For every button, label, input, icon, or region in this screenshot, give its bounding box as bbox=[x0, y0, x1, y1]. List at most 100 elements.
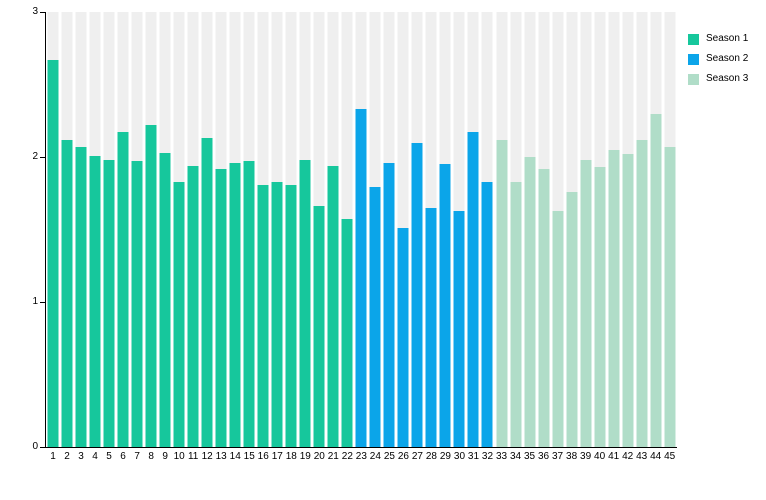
y-tick-label: 3 bbox=[32, 6, 38, 17]
bar-column bbox=[537, 12, 551, 447]
bar-column bbox=[130, 12, 144, 447]
bar[interactable] bbox=[341, 219, 353, 447]
bar-column bbox=[382, 12, 396, 447]
legend-label: Season 1 bbox=[706, 33, 749, 44]
bar[interactable] bbox=[173, 181, 185, 447]
bar[interactable] bbox=[257, 184, 269, 447]
y-tick bbox=[40, 447, 45, 448]
x-tick-label: 9 bbox=[162, 451, 168, 462]
x-tick-label: 19 bbox=[299, 451, 311, 462]
bar[interactable] bbox=[411, 142, 423, 447]
bar[interactable] bbox=[285, 184, 297, 447]
y-axis-line bbox=[45, 12, 46, 447]
bar-column bbox=[607, 12, 621, 447]
bar[interactable] bbox=[89, 155, 101, 447]
bar[interactable] bbox=[313, 206, 325, 447]
bar[interactable] bbox=[538, 168, 550, 447]
bar[interactable] bbox=[650, 113, 662, 447]
bar[interactable] bbox=[510, 181, 522, 447]
bar[interactable] bbox=[467, 132, 479, 447]
legend-swatch-icon bbox=[688, 53, 699, 65]
bar[interactable] bbox=[664, 146, 676, 447]
bar[interactable] bbox=[552, 210, 564, 447]
x-tick-label: 2 bbox=[64, 451, 70, 462]
x-tick-label: 7 bbox=[134, 451, 140, 462]
bar[interactable] bbox=[229, 162, 241, 447]
bar-column bbox=[298, 12, 312, 447]
legend: Season 1 Season 2 Season 3 bbox=[688, 33, 748, 85]
bar[interactable] bbox=[187, 165, 199, 447]
legend-label: Season 2 bbox=[706, 53, 749, 64]
bar[interactable] bbox=[61, 139, 73, 447]
legend-item-season-2[interactable]: Season 2 bbox=[688, 53, 748, 65]
bar[interactable] bbox=[481, 181, 493, 447]
bar[interactable] bbox=[580, 159, 592, 447]
x-tick-label: 39 bbox=[580, 451, 592, 462]
bar[interactable] bbox=[383, 162, 395, 447]
bar[interactable] bbox=[425, 207, 437, 447]
bar-column bbox=[466, 12, 480, 447]
x-tick-label: 32 bbox=[481, 451, 494, 462]
bar[interactable] bbox=[594, 167, 606, 447]
bar[interactable] bbox=[524, 157, 536, 447]
bar-column bbox=[60, 12, 74, 447]
bar[interactable] bbox=[271, 181, 283, 447]
x-tick-label: 37 bbox=[552, 451, 564, 462]
bar[interactable] bbox=[608, 149, 620, 447]
bar[interactable] bbox=[299, 159, 311, 447]
bar[interactable] bbox=[131, 161, 143, 447]
x-tick-label: 26 bbox=[397, 451, 409, 462]
bar[interactable] bbox=[355, 109, 367, 447]
bar[interactable] bbox=[201, 138, 213, 447]
bar-column bbox=[270, 12, 284, 447]
x-axis-line bbox=[45, 447, 677, 448]
bar-column bbox=[340, 12, 354, 447]
bar[interactable] bbox=[243, 161, 255, 447]
legend-item-season-3[interactable]: Season 3 bbox=[688, 73, 748, 85]
bar[interactable] bbox=[496, 139, 507, 447]
x-tick-label: 42 bbox=[622, 451, 634, 462]
bar[interactable] bbox=[636, 139, 648, 447]
bar[interactable] bbox=[439, 164, 451, 447]
plot-area bbox=[46, 12, 677, 447]
bar[interactable] bbox=[453, 210, 465, 447]
bar[interactable] bbox=[103, 159, 115, 447]
bar[interactable] bbox=[369, 187, 381, 447]
x-tick-label: 1 bbox=[50, 451, 56, 462]
x-axis-labels: 1 2 3 4 5 6 7 8 9 10 11 12 13 14 15 16 17 18 19 20 21 22 23 24 2… bbox=[46, 451, 677, 462]
bar[interactable] bbox=[117, 132, 129, 447]
bar-column bbox=[256, 12, 270, 447]
bar[interactable] bbox=[47, 59, 59, 447]
bar-column bbox=[116, 12, 130, 447]
x-tick-label: 20 bbox=[313, 451, 325, 462]
bar-column bbox=[214, 12, 228, 447]
bar-column bbox=[438, 12, 452, 447]
bar[interactable] bbox=[397, 228, 409, 447]
x-tick-label: 22 bbox=[341, 451, 353, 462]
x-tick-label: 13 bbox=[215, 451, 227, 462]
bar[interactable] bbox=[566, 191, 578, 447]
bar-column bbox=[551, 12, 565, 447]
bar-column bbox=[424, 12, 438, 447]
bar[interactable] bbox=[145, 125, 157, 447]
x-tick-label: 6 bbox=[120, 451, 126, 462]
bar[interactable] bbox=[327, 165, 339, 447]
x-tick-label: 44 bbox=[650, 451, 662, 462]
bar-column bbox=[480, 12, 494, 447]
x-tick-label: 45 bbox=[664, 451, 676, 462]
x-tick-label: 12 bbox=[201, 451, 213, 462]
bar[interactable] bbox=[215, 168, 227, 447]
bar[interactable] bbox=[622, 154, 634, 447]
bar[interactable] bbox=[159, 152, 171, 447]
x-tick-label: 28 bbox=[425, 451, 437, 462]
y-tick bbox=[40, 12, 45, 13]
bar-column bbox=[200, 12, 214, 447]
bar-column bbox=[368, 12, 382, 447]
y-tick-label: 2 bbox=[32, 151, 38, 162]
legend-item-season-1[interactable]: Season 1 bbox=[688, 33, 748, 45]
bar-column bbox=[452, 12, 466, 447]
legend-swatch-icon bbox=[688, 73, 699, 85]
bar[interactable] bbox=[75, 146, 87, 447]
bar-column bbox=[284, 12, 298, 447]
